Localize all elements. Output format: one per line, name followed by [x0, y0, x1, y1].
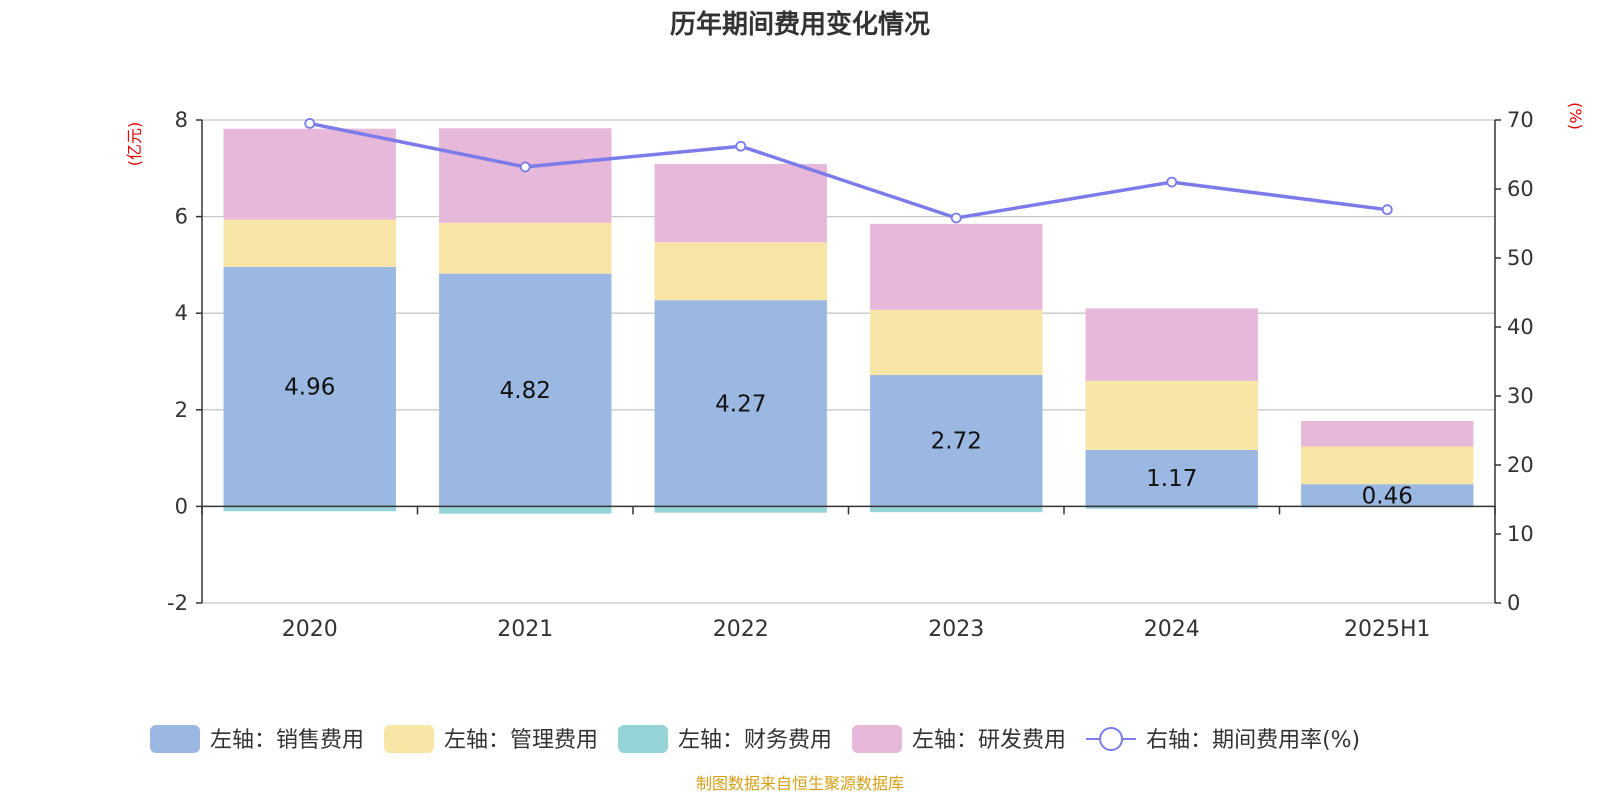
left-tick-label: 8	[175, 108, 188, 132]
bar-value-label: 4.96	[284, 375, 335, 401]
bar-segment	[1301, 420, 1474, 447]
bar-segment	[1085, 308, 1258, 381]
bar-segment	[1301, 446, 1474, 485]
legend-item[interactable]: 左轴：研发费用	[852, 725, 1066, 753]
legend-swatch	[852, 725, 903, 753]
source-note: 制图数据来自恒生聚源数据库	[695, 774, 904, 793]
bar-segment	[223, 266, 396, 507]
bar-segment	[223, 219, 396, 267]
left-tick-label: 0	[175, 494, 188, 518]
axis-layer: -2 0 2 4 6 8 0 10 20 30 40 50 60 70 2020 2021 2022 2023 20…	[125, 102, 1585, 642]
bar-segment	[654, 163, 827, 243]
rate-point	[519, 161, 531, 173]
category-label: 2023	[928, 617, 984, 642]
rate-point	[1381, 204, 1393, 216]
right-tick-label: 40	[1507, 315, 1534, 339]
category-label: 2024	[1144, 617, 1200, 642]
bar-segment	[870, 309, 1043, 376]
legend-item[interactable]: 左轴：财务费用	[618, 725, 832, 753]
right-axis-unit: (%)	[1566, 102, 1585, 130]
rate-point	[304, 118, 316, 129]
bar-segment	[439, 222, 612, 274]
bar-segment	[1301, 484, 1474, 507]
legend-swatch	[618, 725, 669, 753]
bar-value-label: 4.82	[500, 378, 551, 404]
bar-segment	[654, 242, 827, 301]
legend-item[interactable]: 左轴：管理费用	[384, 725, 598, 753]
right-tick-label: 60	[1507, 177, 1534, 201]
legend-label: 左轴：财务费用	[678, 728, 832, 753]
right-tick-label: 30	[1507, 384, 1534, 408]
bar-segment	[1085, 449, 1258, 507]
rate-line	[309, 121, 1388, 220]
legend-item[interactable]: 左轴：销售费用	[150, 725, 364, 753]
legend-swatch	[384, 725, 435, 753]
category-label: 2021	[497, 617, 553, 642]
bar-segment	[1085, 380, 1258, 450]
left-tick-label: 6	[175, 205, 188, 229]
bar-segment	[439, 128, 612, 223]
legend-label: 左轴：销售费用	[210, 728, 364, 753]
bar-value-label: 1.17	[1146, 466, 1197, 492]
left-axis-unit: (亿元)	[125, 122, 144, 167]
left-tick-label: 4	[175, 301, 188, 325]
grid-layer	[202, 119, 1495, 604]
legend-label: 左轴：管理费用	[444, 728, 598, 753]
bar-value-label: 4.27	[715, 391, 766, 417]
rate-point	[1166, 176, 1178, 188]
right-tick-label: 50	[1507, 246, 1534, 270]
bar-segment	[870, 223, 1043, 310]
bar-segment	[1085, 506, 1258, 509]
bar-value-label: 2.72	[931, 429, 982, 455]
category-label: 2020	[282, 617, 338, 642]
right-tick-label: 70	[1507, 108, 1534, 132]
bar-value-label: 0.46	[1362, 483, 1413, 509]
bars-layer	[223, 128, 1474, 514]
right-tick-label: 0	[1507, 591, 1520, 615]
line-layer	[304, 118, 1393, 224]
bar-segment	[439, 273, 612, 507]
bar-segment	[439, 506, 612, 514]
label-layer: 4.96 4.82 4.27 2.72 1.17 0.46	[284, 375, 1413, 510]
legend: 左轴：销售费用 左轴：管理费用 左轴：财务费用 左轴：研发费用 右轴：期间费用率(%)	[150, 725, 1360, 753]
right-tick-label: 10	[1507, 522, 1534, 546]
legend-swatch	[150, 725, 200, 753]
left-tick-label: -2	[167, 591, 188, 615]
bar-segment	[223, 128, 396, 220]
bar-segment	[654, 300, 827, 507]
chart-title: 历年期间费用变化情况	[669, 10, 930, 40]
legend-label: 左轴：研发费用	[912, 728, 1066, 753]
rate-point	[950, 212, 962, 224]
left-tick-label: 2	[175, 398, 188, 422]
legend-label: 右轴：期间费用率(%)	[1146, 728, 1360, 753]
category-label: 2022	[713, 617, 769, 642]
bar-segment	[870, 375, 1043, 507]
rate-point	[735, 140, 747, 152]
legend-item[interactable]: 右轴：期间费用率(%)	[1086, 727, 1360, 753]
bar-segment	[870, 506, 1043, 513]
bar-segment	[223, 506, 396, 512]
right-tick-label: 20	[1507, 453, 1534, 477]
bar-segment	[654, 506, 827, 513]
category-label: 2025H1	[1344, 617, 1431, 642]
legend-marker-icon	[1099, 727, 1124, 751]
